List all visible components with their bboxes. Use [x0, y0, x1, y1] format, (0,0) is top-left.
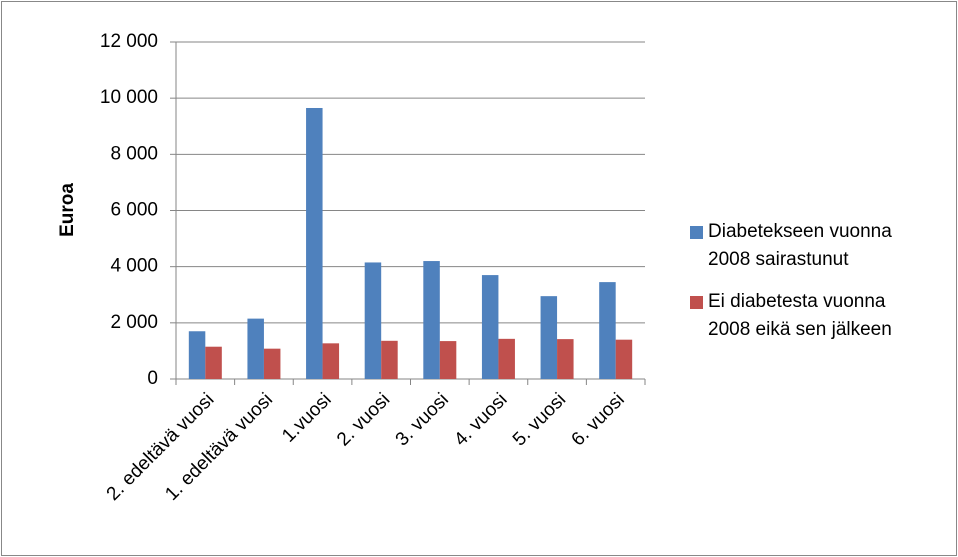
y-tick-label: 12 000 [100, 31, 158, 52]
bar [615, 339, 633, 379]
y-tick-label: 8 000 [110, 143, 158, 164]
bar [599, 282, 616, 379]
legend-swatch [690, 226, 703, 239]
bar [247, 318, 264, 379]
bar [306, 107, 323, 379]
y-tick-label: 10 000 [100, 87, 158, 108]
bar [439, 341, 457, 379]
bar [263, 348, 281, 379]
bar [498, 338, 515, 379]
bar [381, 340, 398, 379]
bar [188, 331, 206, 379]
legend-item: Diabetekseen vuonna 2008 sairastunut [686, 218, 926, 274]
bar [481, 275, 499, 379]
bar [205, 346, 222, 379]
y-tick-label: 0 [147, 368, 158, 389]
legend-swatch [690, 296, 703, 309]
y-axis-label: Euroa [57, 183, 78, 237]
legend-label: Ei diabetesta vuonna 2008 eikä sen jälke… [708, 291, 892, 340]
y-tick-label: 4 000 [110, 256, 158, 277]
legend-item: Ei diabetesta vuonna 2008 eikä sen jälke… [686, 288, 926, 344]
y-tick-label: 6 000 [110, 200, 158, 221]
bar [557, 339, 574, 379]
y-tick-label: 2 000 [110, 312, 158, 333]
bar [540, 296, 558, 379]
bar [423, 261, 440, 379]
bar [364, 262, 382, 379]
legend-label: Diabetekseen vuonna 2008 sairastunut [708, 221, 892, 270]
bar [322, 343, 340, 379]
legend: Diabetekseen vuonna 2008 sairastunut Ei d… [686, 218, 926, 358]
